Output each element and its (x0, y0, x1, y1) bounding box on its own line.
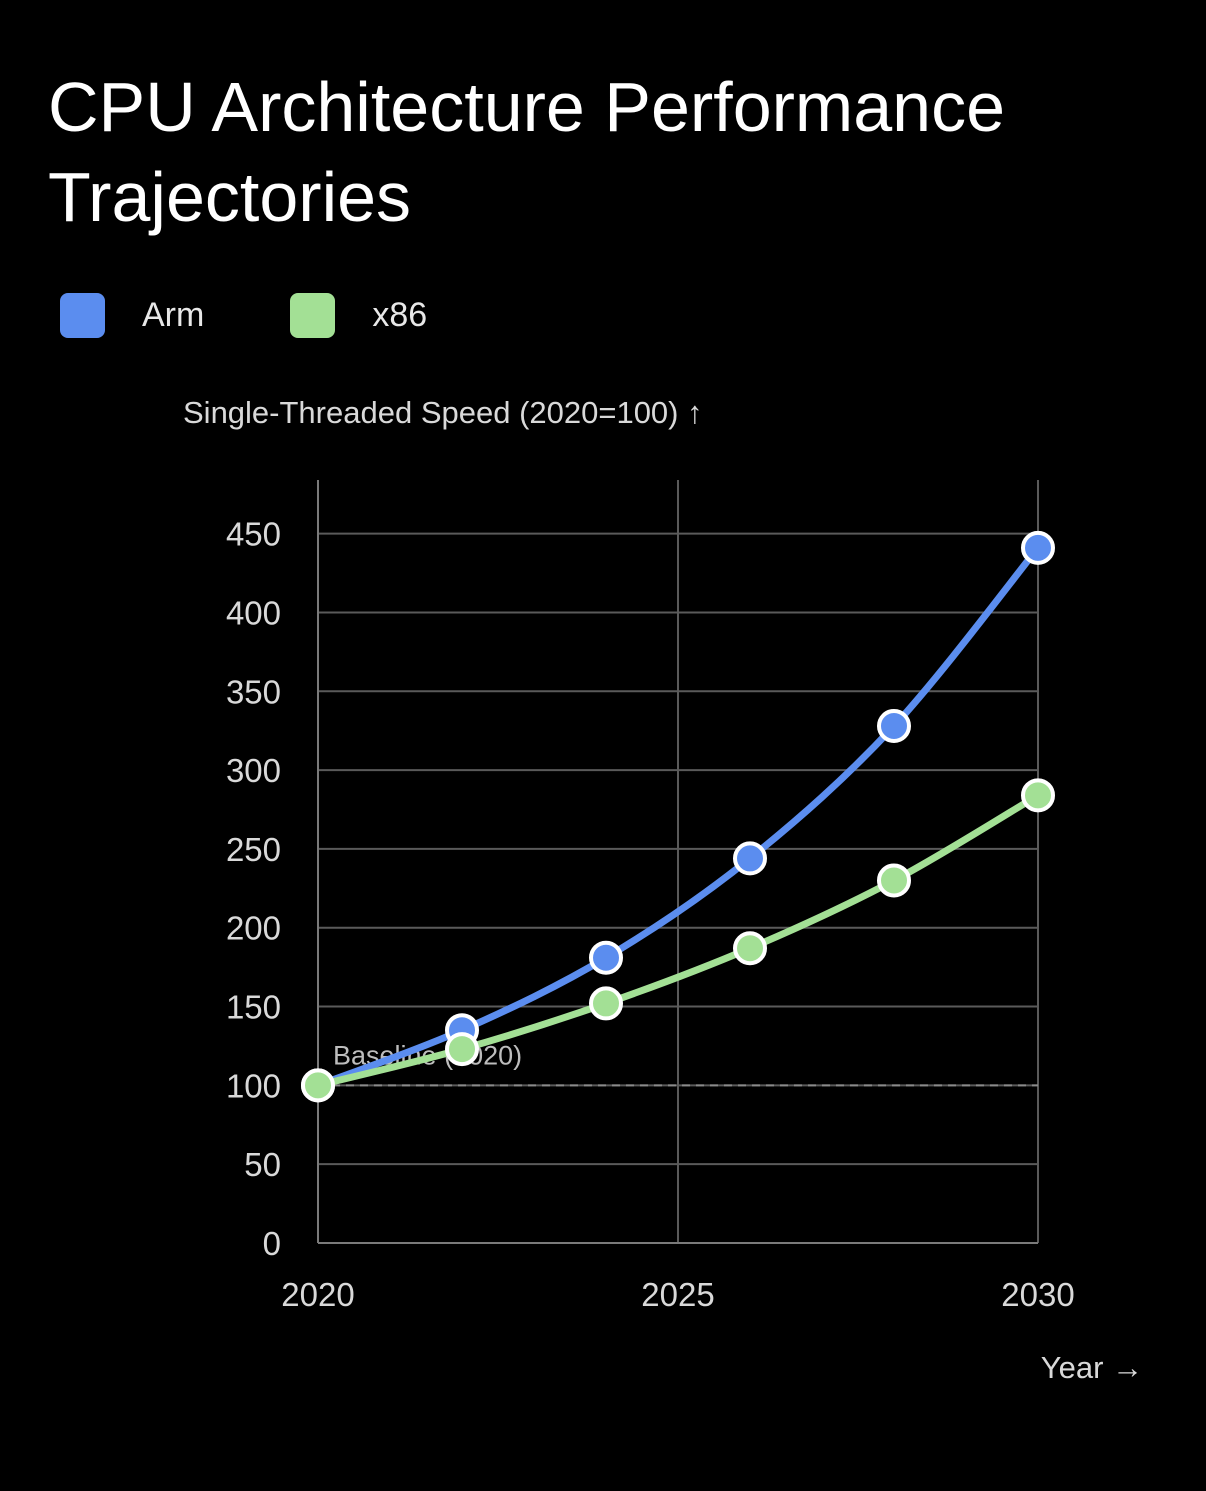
x-tick-label: 2030 (1001, 1276, 1074, 1313)
y-tick-label: 250 (226, 831, 281, 868)
tick-labels: 0 50 100 150 200 250 300 350 400 450 2020 2025 2030 (226, 516, 1075, 1313)
data-point-x86[interactable] (1021, 778, 1055, 813)
data-point-arm[interactable] (1021, 530, 1055, 565)
x-tick-label: 2025 (641, 1276, 714, 1313)
legend-item-arm: Arm (60, 292, 205, 338)
data-point-arm[interactable] (733, 841, 767, 876)
series-layer (301, 530, 1055, 1103)
legend-item-x86: x86 (290, 292, 428, 338)
y-axis-title: Single-Threaded Speed (2020=100) ↑ (183, 395, 703, 430)
data-point-x86[interactable] (301, 1068, 335, 1103)
legend-label-arm: Arm (142, 295, 205, 334)
data-point-arm[interactable] (877, 708, 911, 743)
x-axis-title: Year → (1041, 1350, 1143, 1385)
y-tick-label: 0 (263, 1225, 281, 1262)
y-tick-label: 150 (226, 989, 281, 1026)
y-tick-label: 100 (226, 1067, 281, 1104)
data-point-arm[interactable] (589, 940, 623, 975)
y-tick-label: 50 (244, 1146, 281, 1183)
data-point-x86[interactable] (733, 931, 767, 966)
legend-swatch-arm (60, 292, 105, 338)
y-tick-label: 300 (226, 752, 281, 789)
data-point-x86[interactable] (589, 986, 623, 1021)
legend-label-x86: x86 (372, 295, 428, 334)
chart-title: CPU Architecture Performance Trajectorie… (48, 68, 1006, 236)
legend: Arm x86 (60, 292, 513, 338)
data-point-x86[interactable] (877, 863, 911, 898)
series-line-x86 (314, 791, 1042, 1089)
y-tick-label: 450 (226, 516, 281, 553)
grid (317, 480, 1039, 1244)
x-tick-label: 2020 (281, 1276, 354, 1313)
y-tick-label: 350 (226, 673, 281, 710)
data-point-x86[interactable] (445, 1032, 479, 1067)
legend-swatch-x86 (290, 292, 336, 338)
y-tick-label: 200 (226, 910, 281, 947)
y-tick-label: 400 (226, 594, 281, 631)
